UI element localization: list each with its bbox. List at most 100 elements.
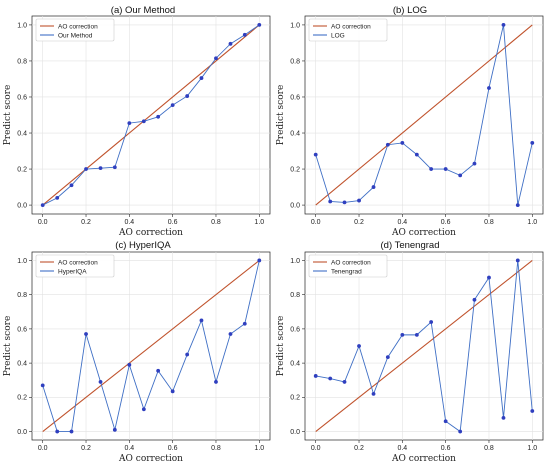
legend (35, 254, 115, 278)
x-tick-label: 1.0 (527, 219, 537, 226)
x-tick-label: 0.4 (124, 445, 134, 452)
data-point (371, 185, 376, 189)
data-point (385, 142, 390, 147)
data-point (127, 121, 132, 126)
legend-entry: AO correction (331, 259, 371, 266)
data-point (443, 419, 448, 424)
y-tick-label: 0.4 (17, 361, 27, 368)
x-tick-label: 0.2 (354, 445, 364, 452)
legend (35, 18, 115, 42)
y-tick-label: 0.0 (17, 202, 27, 209)
data-point (400, 332, 405, 337)
data-point (342, 380, 347, 384)
reference-line (42, 24, 260, 206)
chart-title: (a) Our Method (111, 5, 175, 16)
data-point (40, 203, 45, 207)
x-tick-label: 0.2 (81, 445, 91, 452)
y-axis-label: Predict score (3, 85, 13, 146)
data-point (242, 321, 247, 326)
y-tick-label: 0.2 (290, 395, 300, 402)
data-point (185, 352, 190, 357)
y-tick-label: 0.6 (290, 94, 300, 101)
y-tick-label: 0.6 (290, 326, 300, 333)
data-point (214, 380, 218, 384)
x-tick-label: 0.4 (124, 219, 134, 226)
y-axis-label: Predict score (3, 316, 13, 377)
data-point (357, 344, 361, 348)
data-point (530, 141, 535, 145)
data-point (414, 152, 419, 157)
reference-line (315, 260, 533, 432)
data-point (328, 199, 333, 204)
x-tick-label: 0.6 (441, 445, 451, 452)
y-tick-label: 0.2 (17, 166, 27, 173)
x-tick-label: 0.6 (441, 219, 451, 226)
data-point (156, 368, 161, 373)
data-point (458, 173, 463, 178)
x-axis-label: AO correction (118, 228, 183, 238)
data-point (257, 23, 262, 27)
legend-entry: HyperIQA (58, 268, 87, 275)
x-tick-label: 0.8 (211, 219, 221, 226)
data-point (371, 392, 376, 396)
series-line (315, 24, 533, 206)
y-tick-label: 1.0 (290, 258, 300, 265)
y-tick-label: 0.8 (17, 292, 27, 299)
data-point (228, 41, 233, 46)
data-point (487, 275, 491, 280)
y-tick-label: 1.0 (17, 22, 27, 29)
legend-entry: Our Method (58, 32, 93, 39)
data-point (141, 407, 146, 412)
data-point (458, 429, 463, 434)
data-point (55, 429, 60, 434)
x-tick-label: 0.0 (38, 219, 48, 226)
legend-entry: AO correction (58, 259, 98, 266)
data-point (141, 119, 146, 124)
x-tick-label: 0.4 (397, 219, 407, 226)
data-point (515, 203, 520, 207)
chart-title: (d) Tenengrad (381, 240, 440, 251)
series-line (42, 24, 260, 206)
data-point (357, 198, 361, 203)
chart-panel-1: (a) Our Method 0.0 0.2 0.4 0.6 0.8 1.0 0.0 0.2 0.… (3, 5, 271, 238)
data-point (170, 389, 175, 394)
y-tick-label: 0.6 (17, 326, 27, 333)
data-point (385, 355, 390, 360)
data-point (69, 429, 74, 434)
y-tick-label: 0.8 (290, 58, 300, 65)
x-axis-label: AO correction (391, 228, 456, 238)
x-tick-label: 0.0 (38, 445, 48, 452)
data-point (414, 332, 419, 337)
data-point (127, 362, 132, 367)
data-point (443, 167, 448, 171)
y-tick-label: 0.4 (290, 130, 300, 137)
chart-panel-4: (d) Tenengrad 0.0 0.2 0.4 0.6 0.8 1.0 0.0 0.2 0.4… (276, 240, 544, 464)
data-point (228, 332, 233, 336)
reference-line (42, 260, 260, 432)
x-tick-label: 0.8 (484, 445, 494, 452)
data-point (112, 427, 117, 432)
data-point (472, 297, 477, 302)
y-tick-label: 0.2 (290, 166, 300, 173)
chart-panel-3: (c) HyperIQA 0.0 0.2 0.4 0.6 0.8 1.0 0.0 0.2 0.4 0… (3, 240, 271, 464)
y-tick-label: 0.2 (17, 395, 27, 402)
y-tick-label: 0.8 (17, 58, 27, 65)
chart-title: (c) HyperIQA (115, 240, 171, 251)
data-point (84, 332, 88, 336)
legend-entry: Tenengrad (331, 268, 362, 275)
y-tick-label: 0.4 (17, 130, 27, 137)
y-axis-label: Predict score (276, 316, 286, 377)
x-tick-label: 0.2 (354, 219, 364, 226)
data-point (515, 258, 520, 263)
y-tick-label: 0.0 (17, 429, 27, 436)
data-point (55, 195, 60, 200)
data-point (199, 318, 204, 323)
x-tick-label: 0.6 (168, 219, 178, 226)
y-tick-label: 0.0 (290, 202, 300, 209)
legend-entry: AO correction (331, 23, 371, 30)
x-tick-label: 1.0 (254, 219, 264, 226)
y-axis-label: Predict score (276, 85, 286, 146)
series-line (42, 260, 260, 432)
chart-title: (b) LOG (393, 5, 427, 16)
x-tick-label: 1.0 (527, 445, 537, 452)
